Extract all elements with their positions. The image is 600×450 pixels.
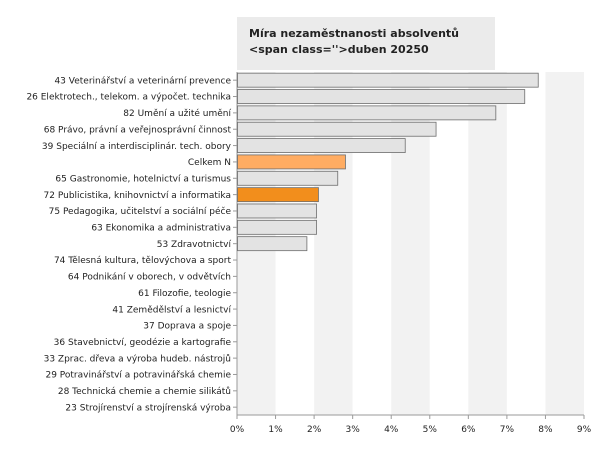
- x-tick-label: 8%: [538, 425, 553, 435]
- x-tick-label: 3%: [346, 425, 361, 435]
- x-tick-label: 6%: [461, 425, 476, 435]
- category-label: 74 Tělesná kultura, tělovýchova a sport: [54, 256, 232, 266]
- category-label: 63 Ekonomika a administrativa: [91, 224, 231, 234]
- bar: [237, 236, 308, 252]
- x-tick-label: 1%: [268, 425, 283, 435]
- x-tick-label: 9%: [577, 425, 592, 435]
- category-label: 65 Gastronomie, hotelnictví a turismus: [55, 174, 231, 184]
- category-label: 37 Doprava a spoje: [143, 322, 231, 332]
- x-tick-label: 4%: [384, 425, 399, 435]
- bar: [237, 121, 437, 137]
- background-band: [468, 72, 507, 415]
- category-label: 28 Technická chemie a chemie silikátů: [58, 386, 231, 397]
- bar: [237, 105, 497, 121]
- bar: [237, 170, 339, 186]
- category-label: 53 Zdravotnictví: [157, 240, 232, 250]
- category-label: 72 Publicistika, knihovnictví a informat…: [44, 191, 231, 201]
- bar: [237, 138, 406, 153]
- category-label: 82 Umění a užité umění: [123, 108, 231, 119]
- bar: [237, 203, 317, 219]
- category-label: 61 Filozofie, teologie: [138, 289, 231, 299]
- bar: [237, 154, 346, 170]
- category-label: 33 Zprac. dřeva a výroba hudeb. nástrojů: [44, 353, 231, 364]
- category-label: 29 Potravinářství a potravinářská chemie: [45, 371, 231, 381]
- x-tick-label: 2%: [307, 425, 322, 435]
- category-label: 43 Veterinářství a veterinární prevence: [54, 76, 231, 86]
- category-label: 23 Strojírenství a strojírenská výroba: [65, 403, 231, 413]
- category-label: 64 Podnikání v oborech, v odvětvích: [68, 273, 231, 283]
- x-tick-label: 5%: [423, 425, 438, 435]
- category-label: 75 Pedagogika, učitelství a sociální péč…: [49, 206, 232, 217]
- category-label: 26 Elektrotech., telekom. a výpočet. tec…: [26, 92, 231, 103]
- x-tick-label: 0%: [230, 425, 245, 435]
- category-label: Celkem N: [188, 158, 231, 168]
- bar: [237, 219, 317, 235]
- chart-title: Míra nezaměstnanosti absolventů <span cl…: [237, 17, 495, 70]
- bar: [237, 72, 539, 88]
- x-tick-label: 7%: [500, 425, 515, 435]
- category-label: 39 Speciální a interdisciplinár. tech. o…: [42, 142, 232, 152]
- bar: [237, 187, 319, 203]
- background-band: [545, 72, 584, 415]
- category-label: 41 Zemědělství a lesnictví: [112, 305, 231, 315]
- bar: [237, 89, 526, 104]
- category-label: 68 Právo, právní a veřejnosprávní činnos…: [44, 124, 232, 135]
- background-band: [506, 72, 546, 415]
- category-label: 36 Stavebnictví, geodézie a kartografie: [54, 337, 232, 348]
